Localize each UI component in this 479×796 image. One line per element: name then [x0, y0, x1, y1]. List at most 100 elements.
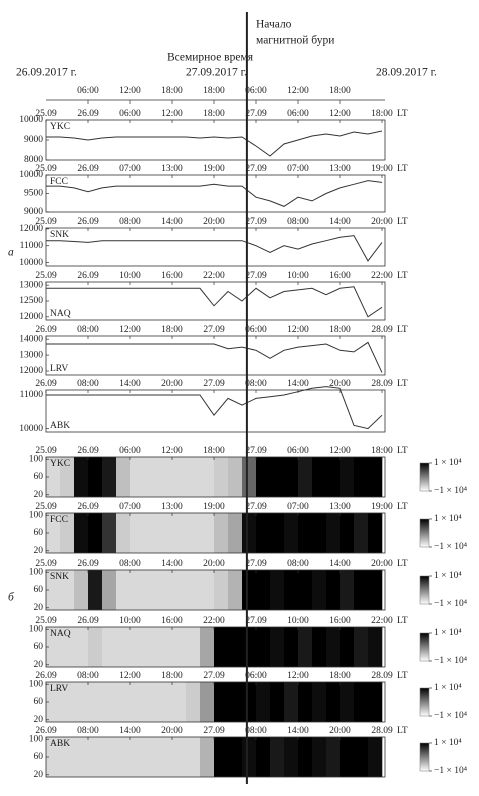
x-tick-label: 12:00 — [119, 671, 141, 681]
heat-cell — [46, 457, 61, 497]
x-unit: LT — [397, 325, 408, 335]
heat-cell — [46, 513, 61, 553]
colorbar-label: −1 × 10⁴ — [434, 711, 468, 721]
x-tick-label: 07:00 — [119, 164, 141, 174]
x-tick-label: 16:00 — [329, 616, 351, 626]
panel-frame — [45, 281, 386, 321]
colorbar-label: 1 × 10⁴ — [434, 683, 462, 693]
x-tick-label: 12:00 — [287, 671, 309, 681]
y-tick-label: 100 — [29, 454, 44, 464]
station-label: LRV — [50, 684, 68, 694]
heat-cell — [102, 737, 117, 777]
heat-cell — [228, 570, 243, 610]
heat-cell — [74, 627, 89, 667]
y-tick-label: 12000 — [19, 366, 43, 376]
y-tick-label: 13000 — [19, 350, 43, 360]
ut-tick-label: 12:00 — [119, 86, 141, 96]
y-tick-label: 9000 — [24, 207, 43, 217]
heat-cell — [116, 682, 131, 722]
heat-cell — [228, 737, 243, 777]
x-tick-label: 20:00 — [203, 559, 225, 569]
heat-cell — [200, 627, 215, 667]
heat-cell — [200, 570, 215, 610]
panel-letter: б — [8, 592, 15, 604]
station-label: ABK — [50, 421, 70, 431]
data-line — [46, 341, 383, 373]
heat-cell — [214, 682, 229, 722]
heat-cell — [214, 457, 229, 497]
x-tick-label: 06:00 — [245, 325, 267, 335]
heat-cell — [158, 457, 173, 497]
heat-cell — [130, 737, 145, 777]
heat-cell — [242, 457, 257, 497]
heat-cell — [256, 682, 271, 722]
colorbar-label: −1 × 10⁴ — [434, 542, 468, 552]
x-tick-label: 18:00 — [371, 109, 393, 119]
ut-title: Всемирное время — [167, 52, 254, 64]
heat-cell — [242, 513, 257, 553]
heat-cell — [74, 682, 89, 722]
x-unit: LT — [397, 217, 408, 227]
heat-cell — [60, 570, 75, 610]
x-tick-label: 06:00 — [245, 671, 267, 681]
x-tick-label: 14:00 — [287, 379, 309, 389]
x-unit: LT — [397, 559, 408, 569]
station-label: FCC — [50, 515, 68, 525]
x-tick-label: 19:00 — [203, 502, 225, 512]
x-tick-label: 20:00 — [329, 379, 351, 389]
heat-cell — [354, 737, 369, 777]
y-tick-label: 60 — [34, 472, 44, 482]
x-tick-label: 25.09 — [35, 217, 57, 227]
x-tick-label: 18:00 — [329, 671, 351, 681]
heat-cell — [88, 570, 103, 610]
x-unit: LT — [397, 271, 408, 281]
station-label: NAQ — [50, 629, 71, 639]
colorbar-label: 1 × 10⁴ — [434, 738, 462, 748]
x-tick-label: 08:00 — [119, 217, 141, 227]
heat-cell — [200, 682, 215, 722]
heat-cell — [340, 682, 355, 722]
heat-cell — [340, 513, 355, 553]
heat-cell — [284, 513, 299, 553]
x-tick-label: 25.09 — [35, 271, 57, 281]
y-tick-label: 12000 — [19, 312, 43, 322]
heat-cell — [242, 737, 257, 777]
x-tick-label: 27.09 — [245, 109, 267, 119]
station-label: LRV — [50, 364, 68, 374]
heat-cell — [256, 570, 271, 610]
heat-cell — [102, 682, 117, 722]
x-tick-label: 18:00 — [203, 109, 225, 119]
y-tick-label: 10000 — [19, 170, 43, 180]
heat-cell — [116, 513, 131, 553]
heat-cell — [298, 570, 313, 610]
y-tick-label: 12000 — [19, 224, 43, 234]
ut-tick-label: 18:00 — [203, 86, 225, 96]
x-unit: LT — [397, 502, 408, 512]
x-tick-label: 26.09 — [35, 671, 57, 681]
y-tick-label: 60 — [34, 697, 44, 707]
y-tick-label: 20 — [34, 490, 44, 500]
ut-tick-label: 18:00 — [329, 86, 351, 96]
storm-label: Начало — [256, 19, 292, 31]
heat-cell — [368, 682, 383, 722]
heat-cell — [284, 682, 299, 722]
x-tick-label: 27.09 — [203, 325, 225, 335]
x-tick-label: 06:00 — [287, 109, 309, 119]
station-label: YKC — [50, 122, 70, 132]
x-tick-label: 27.09 — [245, 502, 267, 512]
station-label: FCC — [50, 177, 68, 187]
x-tick-label: 18:00 — [371, 446, 393, 456]
ut-tick-label: 06:00 — [245, 86, 267, 96]
x-tick-label: 14:00 — [161, 217, 183, 227]
x-tick-label: 18:00 — [203, 446, 225, 456]
colorbar-label: −1 × 10⁴ — [434, 656, 468, 666]
y-tick-label: 60 — [34, 528, 44, 538]
x-tick-label: 16:00 — [329, 271, 351, 281]
x-tick-label: 08:00 — [245, 379, 267, 389]
station-label: SNK — [50, 572, 69, 582]
x-tick-label: 25.09 — [35, 559, 57, 569]
heat-cell — [326, 570, 341, 610]
x-tick-label: 27.09 — [245, 217, 267, 227]
heat-cell — [186, 627, 201, 667]
heat-cell — [116, 627, 131, 667]
